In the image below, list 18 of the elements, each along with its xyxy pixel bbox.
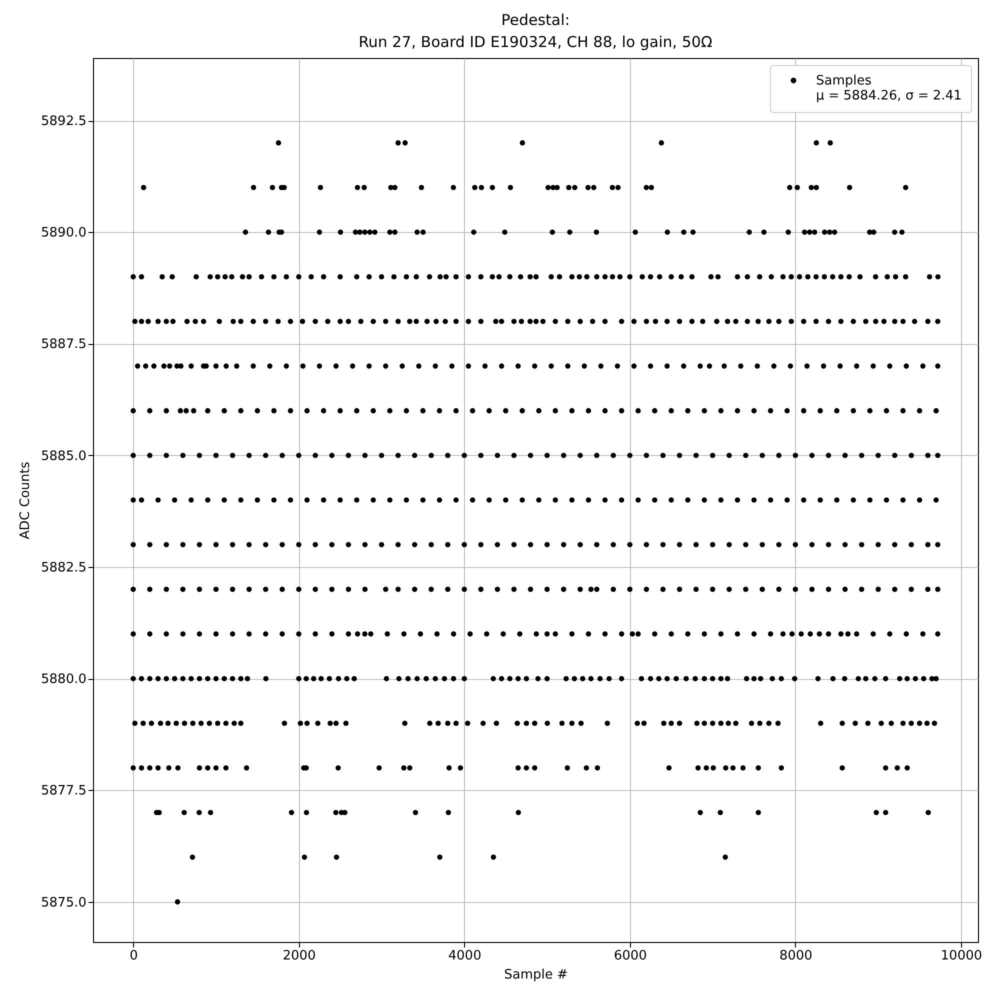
- x-tick-label: 0: [130, 948, 138, 964]
- chart-title: Pedestal: Run 27, Board ID E190324, CH 88, lo gain, 50Ω: [358, 11, 712, 51]
- x-tick-label: 10000: [940, 948, 982, 964]
- y-tick-label: 5892.5: [41, 114, 86, 130]
- x-tick-label: 4000: [448, 948, 482, 964]
- x-axis-title: Sample #: [504, 968, 568, 982]
- y-tick-label: 5880.0: [41, 672, 86, 688]
- y-axis-title: ADC Counts: [18, 462, 34, 540]
- y-tick-label: 5887.5: [41, 337, 86, 352]
- y-tick-label: 5882.5: [41, 560, 86, 576]
- y-tick-label: 5890.0: [41, 226, 86, 241]
- y-tick-label: 5875.0: [41, 895, 86, 910]
- y-tick-label: 5877.5: [41, 784, 86, 799]
- y-tick-label: 5885.0: [41, 448, 86, 464]
- legend-label: Samples μ = 5884.26, σ = 2.41: [816, 74, 962, 104]
- x-tick-label: 2000: [282, 948, 316, 964]
- x-tick-label: 6000: [614, 948, 647, 964]
- x-tick-label: 8000: [779, 948, 812, 964]
